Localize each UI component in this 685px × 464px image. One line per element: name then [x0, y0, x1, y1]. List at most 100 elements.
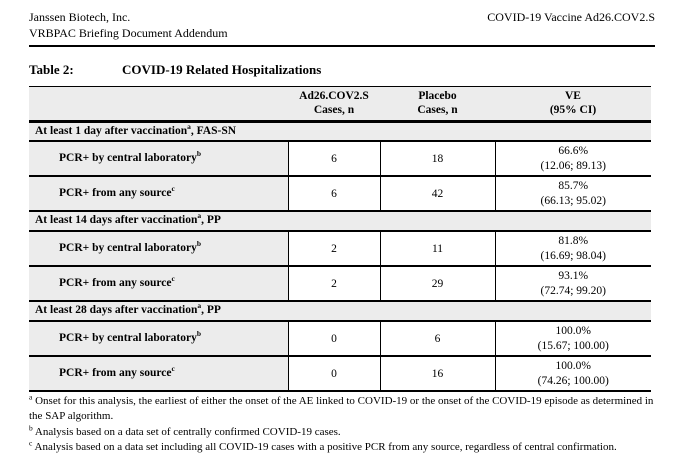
ve-value: 100.0% (74.26; 100.00) — [494, 356, 651, 392]
footnote-marker: c — [171, 274, 175, 284]
row-label: PCR+ by central laboratoryb — [29, 231, 288, 268]
ve-ci: (72.74; 99.20) — [540, 284, 606, 297]
placebo-cases-value: 42 — [379, 176, 495, 213]
ve-ci: (16.69; 98.04) — [540, 249, 606, 262]
hospitalizations-table: Ad26.COV2.S Cases, n Placebo Cases, n VE… — [29, 85, 651, 393]
section-header-cell: At least 28 days after vaccinationa, PP — [29, 300, 651, 323]
table-title-text: COVID-19 Related Hospitalizations — [122, 61, 322, 77]
table-number: Table 2: — [29, 61, 74, 77]
section-header-28days: At least 28 days after vaccinationa, PP — [29, 300, 651, 323]
ve-ci: (74.26; 100.00) — [537, 374, 609, 387]
footnote-marker: a — [187, 121, 191, 131]
placebo-cases-value: 29 — [379, 266, 495, 303]
row-label-text: PCR+ from any source — [59, 276, 172, 289]
ve-value: 93.1% (72.74; 99.20) — [494, 266, 651, 303]
table-corner-cell — [29, 86, 288, 123]
table-title: Table 2: COVID-19 Related Hospitalizatio… — [29, 62, 655, 78]
section-header-14days: At least 14 days after vaccinationa, PP — [29, 210, 651, 233]
section-header-cell: At least 14 days after vaccinationa, PP — [29, 210, 651, 233]
row-label: PCR+ from any sourcec — [29, 176, 288, 213]
footnote-c: c Analysis based on a data set including… — [29, 438, 657, 455]
footnote-text: Analysis based on a data set including a… — [34, 441, 617, 454]
footnote-marker: a — [197, 301, 202, 311]
column-header-row: Ad26.COV2.S Cases, n Placebo Cases, n VE… — [29, 86, 651, 123]
table-row: PCR+ by central laboratoryb 6 18 66.6% (… — [29, 141, 651, 178]
table-row: PCR+ from any sourcec 2 29 93.1% (72.74;… — [29, 266, 651, 303]
column-header-line: Cases, n — [313, 103, 355, 116]
column-header-line: Ad26.COV2.S — [299, 89, 369, 102]
placebo-cases-value: 18 — [379, 141, 495, 178]
table-row: PCR+ by central laboratoryb 2 11 81.8% (… — [29, 231, 651, 268]
column-header-line: (95% CI) — [549, 103, 597, 116]
column-header-line: Cases, n — [417, 103, 458, 116]
row-label: PCR+ by central laboratoryb — [29, 321, 288, 358]
row-label-text: PCR+ by central laboratory — [59, 152, 197, 165]
column-header-placebo: Placebo Cases, n — [380, 86, 495, 123]
footnote-marker: c — [171, 184, 175, 194]
ve-percent: 66.6% — [558, 145, 589, 158]
row-label: PCR+ from any sourcec — [29, 356, 288, 392]
section-header-1day: At least 1 day after vaccinationa, FAS-S… — [29, 120, 651, 143]
footnote-marker: b — [196, 239, 201, 249]
row-label: PCR+ from any sourcec — [29, 266, 288, 303]
ve-value: 85.7% (66.13; 95.02) — [494, 176, 651, 213]
footnote-marker: c — [29, 438, 33, 448]
placebo-cases-value: 6 — [379, 321, 495, 358]
running-header-left: Janssen Biotech, Inc. VRBPAC Briefing Do… — [29, 10, 228, 42]
ve-percent: 100.0% — [555, 359, 591, 372]
placebo-cases-value: 16 — [379, 356, 495, 392]
ve-ci: (12.06; 89.13) — [540, 159, 606, 172]
footnote-b: b Analysis based on a data set of centra… — [29, 423, 657, 440]
ve-value: 100.0% (15.67; 100.00) — [494, 321, 651, 358]
column-header-line: VE — [565, 89, 581, 102]
document-name: VRBPAC Briefing Document Addendum — [29, 25, 228, 40]
vaccine-cases-value: 2 — [287, 231, 380, 268]
row-label-text: PCR+ from any source — [59, 366, 172, 379]
ve-ci: (15.67; 100.00) — [537, 339, 609, 352]
footnote-marker: c — [171, 363, 175, 373]
ve-ci: (66.13; 95.02) — [540, 194, 606, 207]
section-header-text: At least 14 days after vaccination — [35, 214, 198, 227]
row-label-text: PCR+ from any source — [59, 187, 172, 200]
ve-percent: 100.0% — [555, 324, 591, 337]
ve-percent: 81.8% — [558, 235, 589, 248]
column-header-ve: VE (95% CI) — [495, 86, 651, 123]
footnote-marker: a — [197, 211, 202, 221]
vaccine-cases-value: 6 — [287, 141, 380, 178]
row-label-text: PCR+ by central laboratory — [59, 241, 197, 254]
section-header-text: At least 28 days after vaccination — [35, 304, 198, 317]
section-header-text: At least 1 day after vaccination — [35, 124, 188, 137]
table-row: PCR+ by central laboratoryb 0 6 100.0% (… — [29, 321, 651, 358]
footnote-text: Onset for this analysis, the earliest of… — [29, 395, 654, 423]
vaccine-cases-value: 0 — [287, 356, 380, 392]
running-header-right: COVID-19 Vaccine Ad26.COV2.S — [487, 10, 655, 24]
ve-percent: 93.1% — [558, 270, 589, 283]
running-header: Janssen Biotech, Inc. VRBPAC Briefing Do… — [29, 10, 655, 42]
section-header-suffix: , PP — [201, 304, 221, 317]
column-header-vaccine: Ad26.COV2.S Cases, n — [288, 86, 380, 123]
ve-value: 81.8% (16.69; 98.04) — [494, 231, 651, 268]
footnote-text: Analysis based on a data set of centrall… — [34, 425, 341, 438]
vaccine-cases-value: 0 — [287, 321, 380, 358]
vaccine-cases-value: 2 — [287, 266, 380, 303]
row-label: PCR+ by central laboratoryb — [29, 141, 288, 178]
table-row: PCR+ from any sourcec 0 16 100.0% (74.26… — [29, 356, 651, 392]
section-header-suffix: , FAS-SN — [190, 124, 237, 137]
vaccine-cases-value: 6 — [287, 176, 380, 213]
column-header-line: Placebo — [418, 89, 457, 102]
placebo-cases-value: 11 — [379, 231, 495, 268]
header-rule — [29, 44, 655, 47]
footnotes: a Onset for this analysis, the earliest … — [29, 392, 657, 456]
table-row: PCR+ from any sourcec 6 42 85.7% (66.13;… — [29, 176, 651, 213]
section-header-cell: At least 1 day after vaccinationa, FAS-S… — [29, 120, 651, 143]
company-name: Janssen Biotech, Inc. — [29, 10, 131, 24]
footnote-marker: a — [29, 392, 33, 402]
footnote-marker: b — [196, 149, 201, 159]
footnote-a: a Onset for this analysis, the earliest … — [29, 392, 657, 425]
ve-value: 66.6% (12.06; 89.13) — [494, 141, 651, 178]
row-label-text: PCR+ by central laboratory — [59, 331, 197, 344]
footnote-marker: b — [29, 423, 33, 433]
footnote-marker: b — [196, 328, 201, 338]
section-header-suffix: , PP — [201, 214, 221, 227]
